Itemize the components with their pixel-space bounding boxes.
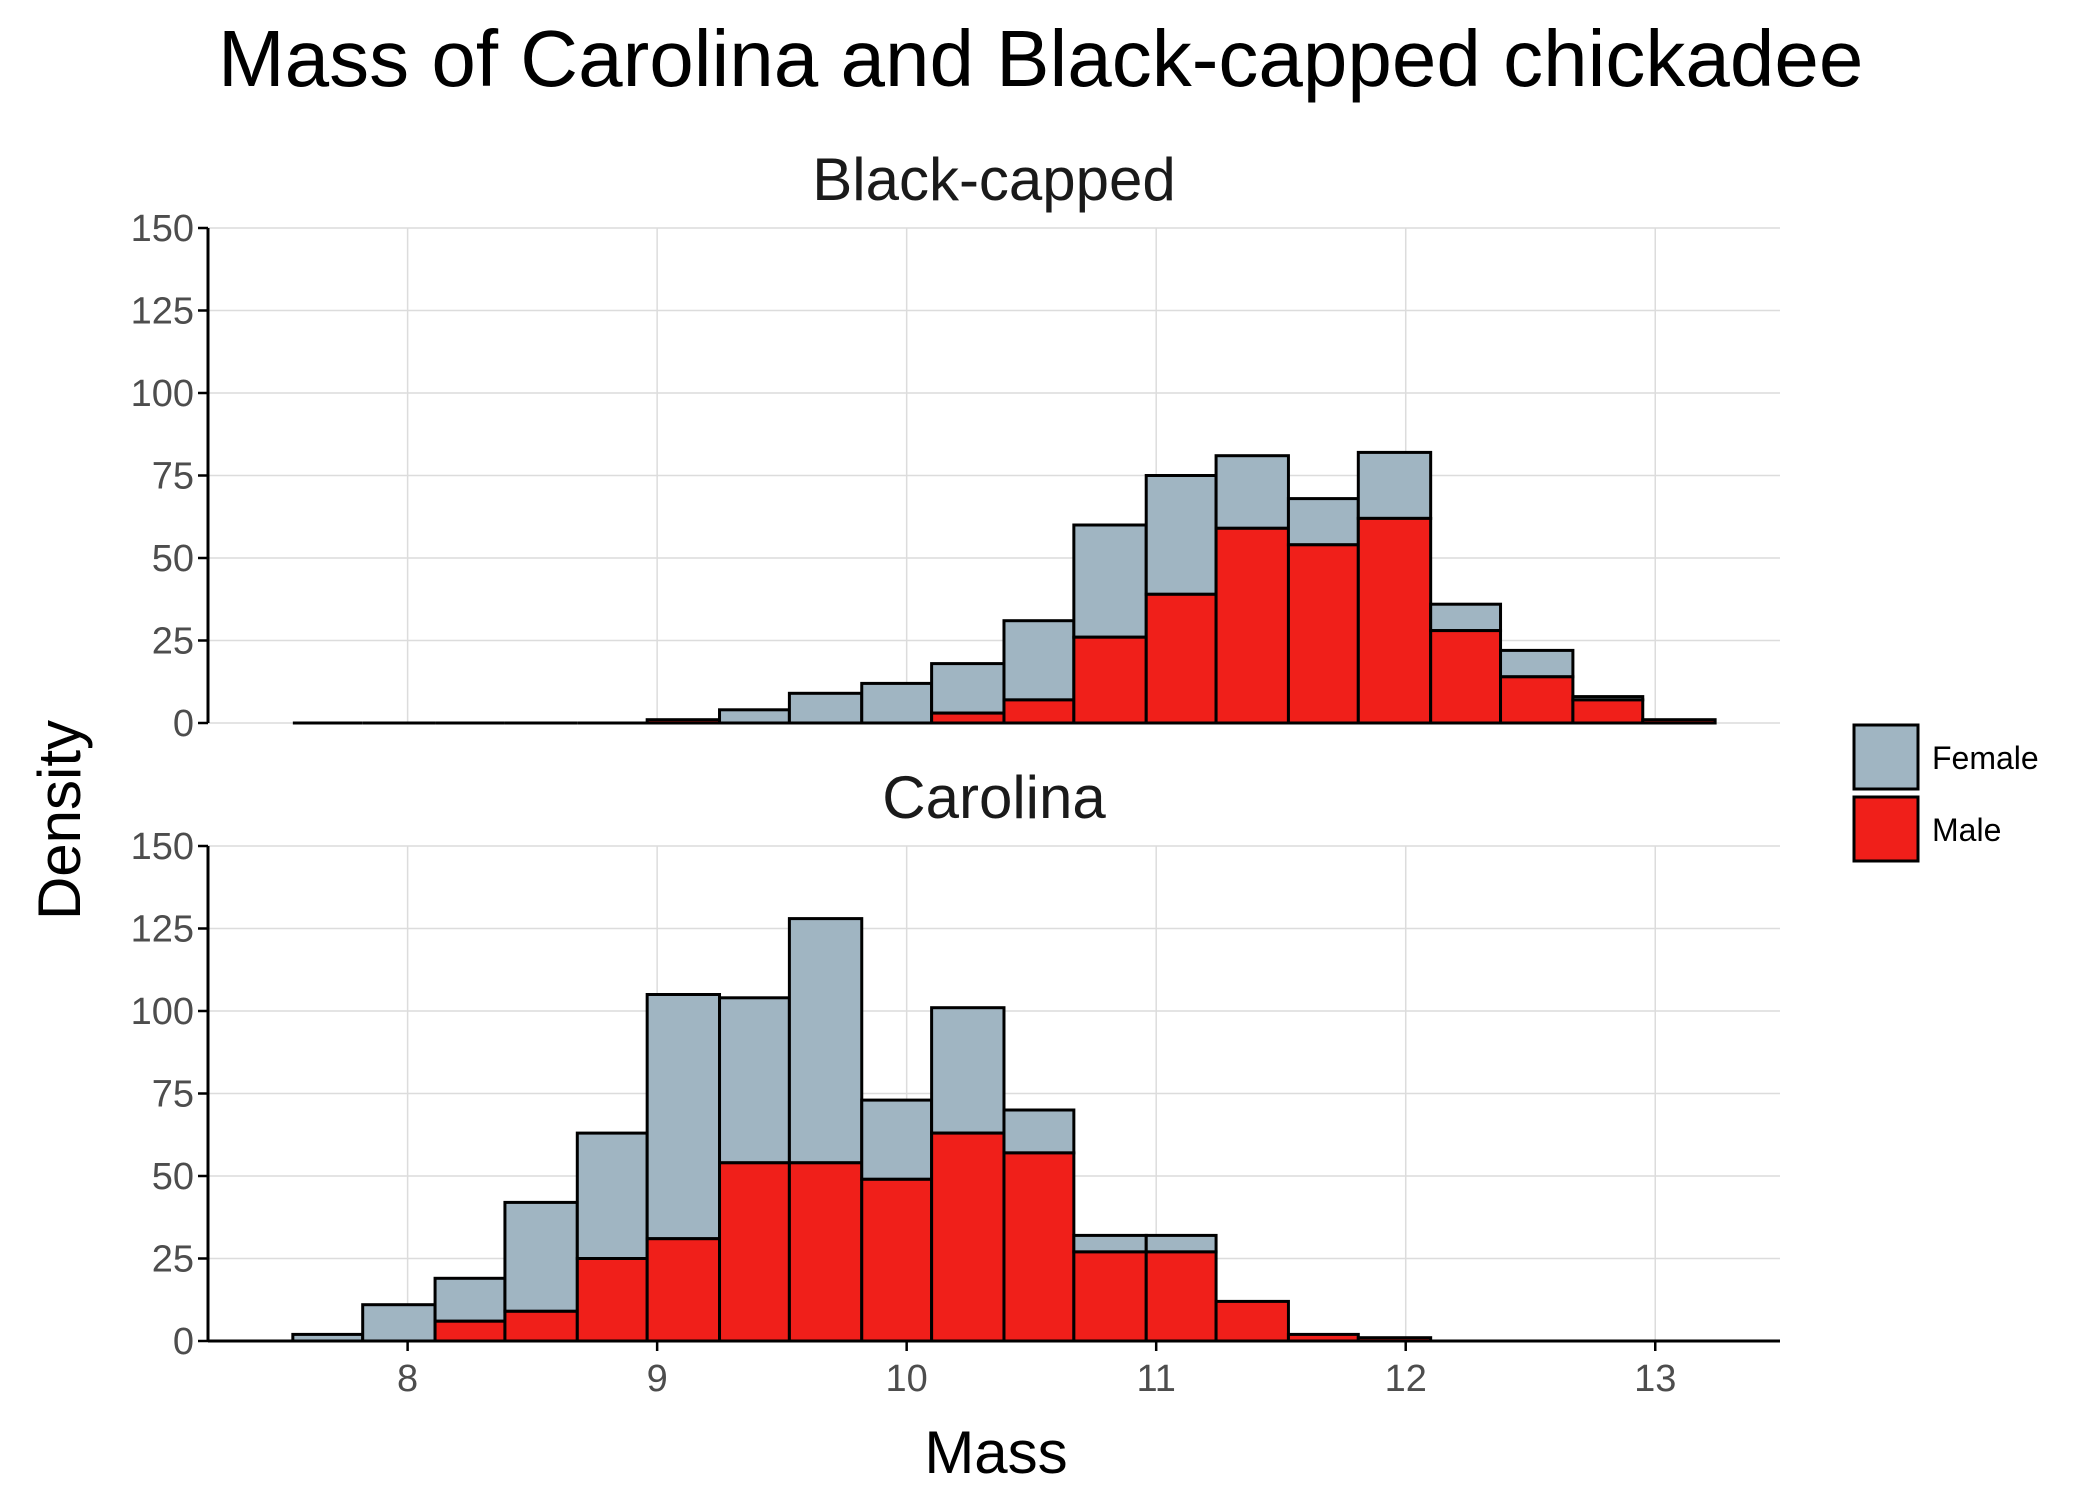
bar-female bbox=[1144, 1233, 1218, 1254]
bar-male bbox=[860, 1177, 934, 1343]
bar-male bbox=[645, 718, 722, 725]
bar-male bbox=[930, 1131, 1006, 1343]
y-tick-label: 25 bbox=[152, 1239, 194, 1281]
bar-female bbox=[1072, 1233, 1148, 1254]
y-tick-label: 125 bbox=[131, 291, 194, 333]
bar-female bbox=[1429, 602, 1503, 633]
y-tick-label: 100 bbox=[131, 373, 194, 415]
x-tick-label: 11 bbox=[1136, 1358, 1175, 1400]
x-axis-title: Mass bbox=[924, 1419, 1067, 1486]
bar-female bbox=[930, 1006, 1006, 1135]
bar-male bbox=[1214, 526, 1290, 725]
bar-male bbox=[645, 1237, 722, 1343]
facet-panel: Black-capped 0 25 50 75 100 125 150 bbox=[131, 146, 1780, 745]
bar-female bbox=[787, 691, 864, 725]
bar-female bbox=[860, 1098, 934, 1181]
facet-panels: Black-capped 0 25 50 75 100 125 150 Carolina 0 25 5… bbox=[131, 146, 1780, 1363]
bar-male bbox=[575, 1257, 649, 1343]
bar-female bbox=[1499, 648, 1575, 679]
bar-male bbox=[503, 1309, 579, 1343]
y-axis-title: Density bbox=[26, 720, 93, 920]
x-tick-label: 13 bbox=[1634, 1358, 1676, 1400]
bar-male bbox=[1072, 635, 1148, 725]
y-tick-label: 150 bbox=[131, 826, 194, 868]
y-tick-label: 75 bbox=[152, 1074, 194, 1116]
y-tick-label: 0 bbox=[173, 703, 194, 745]
bar-male bbox=[1356, 516, 1433, 725]
y-tick-label: 50 bbox=[152, 1156, 194, 1198]
x-tick-label: 12 bbox=[1385, 1358, 1427, 1400]
bar-female bbox=[361, 1303, 437, 1343]
bar-male bbox=[1002, 1151, 1076, 1343]
bar-male bbox=[1571, 698, 1645, 725]
legend-key bbox=[1852, 723, 1920, 791]
bar-female bbox=[860, 681, 934, 725]
y-tick-label: 0 bbox=[173, 1321, 194, 1363]
bar-female bbox=[718, 708, 791, 725]
bar-female bbox=[433, 1276, 507, 1323]
bar-male bbox=[1002, 698, 1076, 725]
legend: Female Male bbox=[1852, 723, 2039, 863]
facet-title: Black-capped bbox=[812, 146, 1176, 213]
bar-male bbox=[433, 1319, 507, 1343]
y-tick-label: 75 bbox=[152, 456, 194, 498]
bar-male bbox=[1072, 1250, 1148, 1343]
bar-female bbox=[1214, 454, 1290, 530]
bar-female bbox=[718, 996, 791, 1165]
legend-key bbox=[1852, 795, 1920, 863]
bar-male bbox=[1499, 675, 1575, 725]
y-tick-label: 100 bbox=[131, 991, 194, 1033]
bar-female bbox=[787, 917, 864, 1165]
bar-male bbox=[1144, 1250, 1218, 1343]
bar-female bbox=[930, 662, 1006, 715]
x-tick-label: 9 bbox=[647, 1358, 668, 1400]
y-tick-label: 150 bbox=[131, 208, 194, 250]
bar-male bbox=[930, 711, 1006, 725]
bar-female bbox=[503, 1200, 579, 1313]
x-tick-label: 10 bbox=[886, 1358, 928, 1400]
bar-female bbox=[1072, 523, 1148, 639]
bar-female bbox=[1002, 619, 1076, 702]
legend-label: Male bbox=[1932, 812, 2001, 848]
y-tick-label: 50 bbox=[152, 538, 194, 580]
bar-female bbox=[1356, 450, 1433, 520]
x-axis: 8 9 10 11 12 13 bbox=[208, 1339, 1780, 1400]
x-tick-label: 8 bbox=[397, 1358, 418, 1400]
bar-male bbox=[1214, 1299, 1290, 1343]
bar-female bbox=[575, 1131, 649, 1260]
chart-title: Mass of Carolina and Black-capped chicka… bbox=[218, 14, 1863, 103]
bar-male bbox=[1641, 718, 1717, 725]
bar-male bbox=[718, 1161, 791, 1343]
bar-male bbox=[1286, 543, 1360, 725]
bar-female bbox=[1144, 474, 1218, 596]
bar-male bbox=[1429, 629, 1503, 725]
y-tick-label: 25 bbox=[152, 621, 194, 663]
bar-female bbox=[645, 993, 722, 1241]
y-tick-label: 125 bbox=[131, 909, 194, 951]
legend-label: Female bbox=[1932, 740, 2039, 776]
bar-male bbox=[787, 1161, 864, 1343]
facet-title: Carolina bbox=[882, 764, 1106, 831]
bar-female bbox=[1002, 1108, 1076, 1155]
bar-female bbox=[1286, 497, 1360, 547]
bar-male bbox=[1144, 592, 1218, 725]
facet-panel: Carolina 0 25 50 75 100 125 150 bbox=[131, 764, 1780, 1363]
